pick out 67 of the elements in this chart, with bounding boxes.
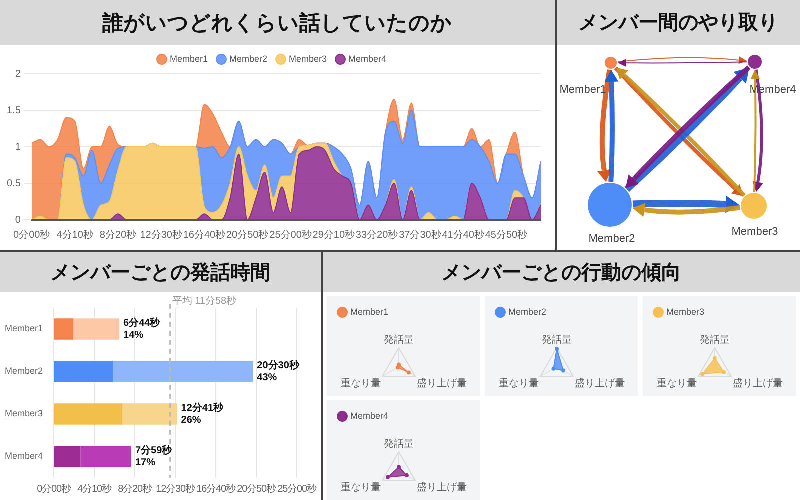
spoke-label: 盛り上げ量: [417, 377, 468, 390]
spoke-label: 重なり量: [340, 377, 381, 390]
spoke-label: 発話量: [384, 334, 414, 346]
text: 4分10秒: [78, 482, 112, 495]
category-label: Member3: [732, 226, 778, 238]
bar: [122, 404, 178, 425]
legend-label: Member4: [350, 410, 389, 421]
bar: [74, 318, 120, 340]
x-tick-label: 8分20秒: [100, 228, 137, 241]
category-label: Member2: [588, 233, 636, 245]
x-tick-label: 45分50秒: [485, 228, 528, 241]
x-tick-label: 20分50秒: [226, 228, 269, 241]
total-label: 7分59秒 17%: [135, 444, 174, 468]
ref-line-label: 平均 11分58秒: [172, 294, 237, 307]
text: メンバーごとの行動の傾向: [323, 252, 800, 292]
text: 12分30秒: [156, 482, 196, 495]
x-tick-label: 12分30秒: [140, 228, 182, 241]
y-tick-label: 1.5: [6, 105, 22, 116]
x-tick-label: 29分10秒: [312, 228, 356, 241]
y-tick-label: 0: [15, 214, 22, 226]
text: 25分00秒: [278, 482, 317, 495]
total-label: 20分30秒 43%: [257, 360, 300, 384]
legend-label: Member3: [289, 54, 328, 64]
legend-label: Member2: [229, 54, 268, 64]
chart-title: メンバーごとの発話時間: [0, 252, 321, 292]
x-tick-label: 41分40秒: [442, 228, 484, 241]
x-tick-label: 4分10秒: [56, 228, 94, 241]
spoke-label: 盛り上げ量: [417, 481, 468, 494]
bar: [54, 318, 74, 340]
bar: [54, 446, 81, 468]
spoke-label: 重なり量: [340, 481, 381, 494]
bar: [80, 446, 132, 468]
text: 16分40秒: [196, 482, 236, 495]
x-tick-label: 37分30秒: [399, 228, 442, 241]
total-label: 6分44秒 14%: [124, 317, 162, 341]
legend-label: Member1: [350, 306, 389, 317]
text: 0分00秒: [37, 482, 72, 495]
legend-label: Member4: [348, 54, 387, 64]
y-tick-label: 0.5: [6, 178, 22, 190]
y-tick-label: Member2: [4, 366, 44, 376]
bar: [54, 361, 114, 382]
y-tick-label: Member1: [4, 324, 44, 334]
legend-label: Member3: [666, 306, 705, 317]
x-tick-label: 33分20秒: [356, 228, 398, 241]
chart-title: 誰がいつどれくらい話していたのか: [0, 0, 555, 45]
spoke-label: 発話量: [384, 438, 414, 450]
x-tick-label: 0分00秒: [14, 228, 50, 241]
x-tick-label: 16分40秒: [183, 228, 226, 241]
bar: [54, 404, 123, 425]
spoke-label: 発話量: [700, 334, 730, 346]
bar: [113, 361, 254, 382]
spoke-label: 盛り上げ量: [733, 377, 784, 390]
legend-label: Member2: [508, 306, 547, 317]
spoke-label: 重なり量: [656, 377, 697, 390]
text: 20分50秒: [237, 482, 276, 495]
spoke-label: 盛り上げ量: [575, 377, 626, 390]
y-tick-label: Member3: [4, 408, 44, 419]
y-tick-label: 2: [15, 68, 22, 80]
text: メンバー間のやり取り: [557, 0, 800, 45]
spoke-label: 重なり量: [498, 377, 539, 390]
legend-label: Member1: [170, 54, 208, 64]
spoke-label: 発話量: [542, 334, 572, 346]
y-tick-label: 1: [15, 142, 22, 153]
x-tick-label: 25分00秒: [270, 228, 312, 241]
y-tick-label: Member4: [4, 451, 44, 462]
text: 8分20秒: [118, 482, 152, 495]
total-label: 12分41秒 26%: [181, 402, 225, 426]
